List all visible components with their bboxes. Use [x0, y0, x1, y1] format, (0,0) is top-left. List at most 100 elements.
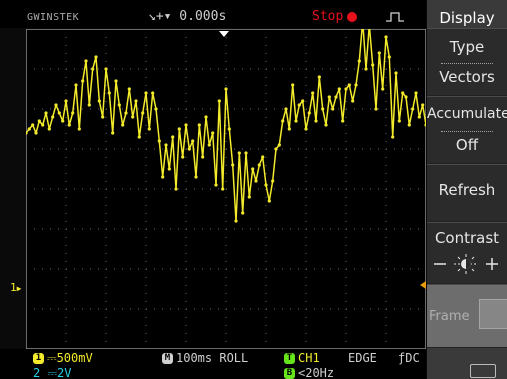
- sample-point: [107, 91, 111, 95]
- grid-dot: [345, 341, 347, 342]
- grid-dot: [145, 173, 147, 174]
- sample-point: [337, 87, 341, 91]
- grid-dot: [345, 157, 347, 158]
- grid-dot: [385, 341, 387, 342]
- grid-dot: [162, 108, 163, 110]
- grid-dot: [58, 188, 59, 190]
- status-bar: GWINSTEK ↘+▾ 0.000s Stop: [0, 0, 426, 28]
- grid-dot: [282, 188, 283, 190]
- grid-dot: [145, 293, 147, 294]
- grid-dot: [338, 68, 339, 70]
- grid-dot: [305, 325, 307, 326]
- grid-dot: [185, 317, 187, 318]
- grid-dot: [386, 68, 387, 70]
- grid-dot: [266, 148, 267, 150]
- grid-dot: [418, 148, 419, 150]
- grid-dot: [82, 108, 83, 110]
- contrast-adjust-icon: [434, 254, 498, 274]
- grid-dot: [282, 108, 283, 110]
- grid-dot: [186, 108, 187, 110]
- sample-point: [304, 127, 308, 131]
- grid-dot: [194, 308, 195, 310]
- grid-dot: [105, 101, 107, 102]
- grid-dot: [202, 268, 203, 270]
- grid-dot: [154, 228, 155, 230]
- grid-dot: [265, 101, 267, 102]
- grid-dot: [65, 245, 67, 246]
- grid-dot: [345, 301, 347, 302]
- grid-dot: [154, 148, 155, 150]
- grid-dot: [394, 308, 395, 310]
- grid-dot: [282, 148, 283, 150]
- waveform-display: [26, 29, 426, 349]
- sample-point: [347, 83, 351, 87]
- sample-point: [31, 123, 35, 127]
- grid-dot: [186, 188, 187, 190]
- grid-dot: [26, 308, 27, 310]
- grid-dot: [385, 77, 387, 78]
- sample-point: [374, 107, 378, 111]
- grid-dot: [305, 77, 307, 78]
- grid-dot: [370, 68, 371, 70]
- grid-dot: [314, 148, 315, 150]
- grid-dot: [385, 245, 387, 246]
- grid-dot: [170, 68, 171, 70]
- grid-dot: [154, 308, 155, 310]
- grid-dot: [258, 228, 259, 230]
- grid-dot: [258, 308, 259, 310]
- sample-point: [307, 111, 311, 115]
- grid-dot: [105, 181, 107, 182]
- grid-dot: [106, 308, 107, 310]
- grid-dot: [105, 293, 107, 294]
- frame-button[interactable]: Frame: [427, 284, 507, 348]
- grid-dot: [265, 173, 267, 174]
- grid-dot: [242, 68, 243, 70]
- grid-dot: [146, 68, 147, 70]
- sample-point: [414, 91, 418, 95]
- grid-dot: [34, 308, 35, 310]
- grid-dot: [138, 68, 139, 70]
- sample-point: [64, 99, 68, 103]
- grid-dot: [345, 141, 347, 142]
- grid-dot: [378, 148, 379, 150]
- sample-point: [384, 35, 388, 39]
- sample-point: [331, 107, 335, 111]
- grid-dot: [145, 333, 147, 334]
- grid-dot: [306, 268, 307, 270]
- grid-dot: [250, 308, 251, 310]
- grid-dot: [418, 308, 419, 310]
- grid-dot: [34, 268, 35, 270]
- grid-dot: [265, 245, 267, 246]
- grid-dot: [226, 148, 227, 150]
- grid-dot: [34, 228, 35, 230]
- grid-dot: [290, 148, 291, 150]
- grid-dot: [202, 188, 203, 190]
- grid-dot: [114, 308, 115, 310]
- contrast-button[interactable]: Contrast: [427, 222, 507, 284]
- grid-dot: [145, 117, 147, 118]
- type-button[interactable]: Type Vectors: [427, 28, 507, 96]
- accumulate-button[interactable]: Accumulate Off: [427, 96, 507, 164]
- grid-dot: [185, 173, 187, 174]
- grid-dot: [402, 68, 403, 70]
- grid-dot: [162, 68, 163, 70]
- sample-point: [191, 139, 195, 143]
- grid-dot: [346, 108, 347, 110]
- grid-dot: [226, 268, 227, 270]
- grid-dot: [65, 117, 67, 118]
- grid-dot: [106, 148, 107, 150]
- grid-dot: [138, 228, 139, 230]
- grid-dot: [74, 148, 75, 150]
- sample-point: [51, 115, 55, 119]
- grid-dot: [305, 341, 307, 342]
- refresh-button[interactable]: Refresh: [427, 164, 507, 222]
- grid-dot: [185, 93, 187, 94]
- grid-dot: [242, 148, 243, 150]
- grid-dot: [338, 148, 339, 150]
- grid-dot: [50, 228, 51, 230]
- sample-point: [201, 155, 205, 159]
- grid-dot: [66, 228, 67, 230]
- grid-dot: [362, 108, 363, 110]
- grid-dot: [185, 205, 187, 206]
- grid-dot: [345, 85, 347, 86]
